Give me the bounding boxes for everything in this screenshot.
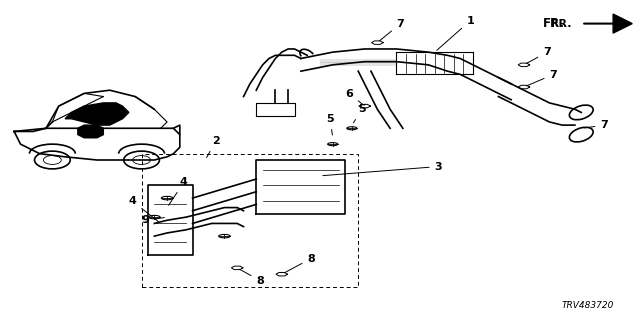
Text: TRV483720: TRV483720	[561, 301, 614, 310]
Text: FR.: FR.	[551, 19, 572, 28]
Text: FR.: FR.	[543, 17, 565, 30]
Text: 7: 7	[380, 19, 404, 41]
Text: 6: 6	[346, 89, 362, 104]
Text: 7: 7	[527, 69, 557, 86]
Text: 4: 4	[129, 196, 159, 222]
Text: 7: 7	[526, 47, 551, 63]
Text: 9: 9	[141, 215, 164, 226]
Polygon shape	[78, 125, 103, 138]
Text: 5: 5	[326, 114, 334, 135]
Text: 3: 3	[323, 162, 442, 176]
Text: 5: 5	[353, 104, 366, 123]
Text: 4: 4	[168, 177, 188, 205]
Text: 2: 2	[207, 136, 220, 157]
Polygon shape	[65, 103, 129, 125]
Text: 8: 8	[239, 269, 264, 286]
Text: 7: 7	[584, 120, 608, 130]
Polygon shape	[613, 14, 632, 33]
Text: 1: 1	[436, 16, 474, 50]
Text: 8: 8	[284, 253, 315, 273]
